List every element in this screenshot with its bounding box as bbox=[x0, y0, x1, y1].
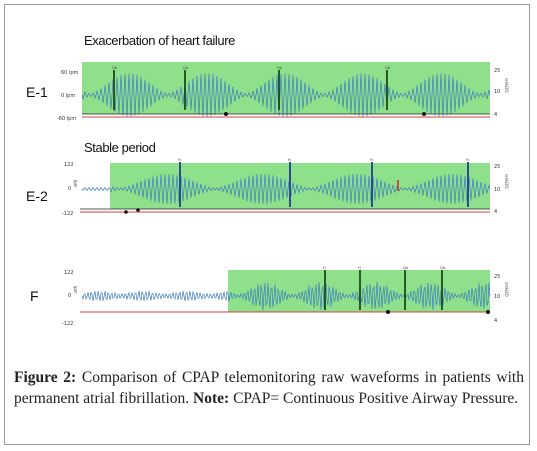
panel-e2-title: Stable period bbox=[84, 140, 156, 155]
panel-e1-left-tick: 60 lpm bbox=[61, 70, 79, 76]
caption-figure-label: Figure 2: bbox=[14, 369, 77, 386]
panel-f-right-axis-label: cmH2O bbox=[504, 282, 509, 297]
panel-e1-marker-label: OA bbox=[385, 66, 391, 70]
panel-e1-left-tick: 0 lpm bbox=[61, 93, 75, 99]
panel-e2-marker-label: H bbox=[178, 158, 181, 162]
panel-f-right-tick: 4 bbox=[494, 318, 497, 324]
panel-e1-right-tick: 25 bbox=[494, 68, 500, 74]
panel-e2-right-tick: 10 bbox=[494, 187, 500, 193]
panel-e2-marker-label: H bbox=[288, 158, 291, 162]
panel-e2-label: E-2 bbox=[26, 188, 48, 204]
panel-e1-flow-wave bbox=[81, 73, 491, 117]
panel-e2-left-axis-label: lpm bbox=[73, 180, 78, 188]
panel-e2-marker-label: H bbox=[466, 158, 469, 162]
panel-f-marker-label: OA bbox=[403, 266, 409, 270]
panel-e2-left-tick: 122 bbox=[64, 162, 74, 168]
panel-e2-flow-wave bbox=[81, 173, 491, 205]
panel-e1-title: Exacerbation of heart failure bbox=[84, 33, 235, 48]
panel-e2-right-tick: 4 bbox=[494, 209, 497, 215]
panel-f-flow-wave bbox=[81, 281, 491, 311]
panel-e1-right-axis-label: cmH2O bbox=[504, 78, 509, 93]
panel-f-event-region bbox=[228, 270, 490, 312]
panel-e1-chart: OA OA OA OA 60 lpm 0 lpm -60 lpm 25 10 4 cm… bbox=[57, 62, 509, 122]
waveform-figure: OA OA OA OA 60 lpm 0 lpm -60 lpm 25 10 4 cm… bbox=[57, 62, 509, 327]
panel-e2-right-tick: 25 bbox=[494, 164, 500, 170]
panel-e1-marker-label: OA bbox=[277, 66, 283, 70]
panel-e1-event-dot bbox=[224, 112, 228, 116]
panel-f-marker-label: H bbox=[358, 266, 361, 270]
panel-e1-right-tick: 10 bbox=[494, 89, 500, 95]
panel-e2-right-axis-label: cmH2O bbox=[504, 174, 509, 189]
panel-e1-left-tick: -60 lpm bbox=[57, 116, 76, 122]
panel-f-right-tick: 10 bbox=[494, 294, 500, 300]
panel-f-right-tick: 25 bbox=[494, 274, 500, 280]
panel-f-label: F bbox=[30, 288, 39, 304]
caption-note-text: CPAP= Continuous Positive Airway Pressur… bbox=[229, 390, 519, 407]
panel-f-event-dot bbox=[386, 310, 390, 314]
panel-e2-chart: H H H H 122 0 -122 lpm 25 10 4 cmH2O bbox=[62, 158, 509, 217]
panel-e2-marker-label: H bbox=[370, 158, 373, 162]
panel-e2-left-tick: -122 bbox=[62, 211, 73, 217]
panel-f-left-tick: -122 bbox=[62, 321, 73, 327]
panel-e1-marker-label: OA bbox=[112, 66, 118, 70]
panel-e2-event-dot bbox=[124, 210, 128, 214]
caption-note-label: Note: bbox=[193, 390, 230, 407]
panel-f-chart: H H OA OA 122 0 -122 lpm 25 10 4 cmH2O bbox=[62, 266, 509, 327]
panel-f-event-dot bbox=[486, 310, 490, 314]
panel-f-left-tick: 122 bbox=[64, 270, 74, 276]
figure-caption: Figure 2: Comparison of CPAP telemonitor… bbox=[14, 367, 524, 409]
panel-f-left-axis-label: lpm bbox=[73, 286, 78, 294]
panel-e2-event-dot bbox=[136, 208, 140, 212]
panel-f-left-tick: 0 bbox=[68, 293, 71, 299]
panel-e1-event-dot bbox=[422, 112, 426, 116]
caption-text: Comparison of CPAP telemonitoring raw wa… bbox=[14, 369, 524, 407]
panel-e1-marker-label: OA bbox=[183, 66, 189, 70]
panel-e2-event-region bbox=[110, 163, 490, 209]
panel-e2-left-tick: 0 bbox=[68, 186, 71, 192]
panel-e1-label: E-1 bbox=[26, 84, 48, 100]
panel-f-marker-label: OA bbox=[440, 266, 446, 270]
panel-f-marker-label: H bbox=[323, 266, 326, 270]
panel-e1-right-tick: 4 bbox=[494, 112, 497, 118]
